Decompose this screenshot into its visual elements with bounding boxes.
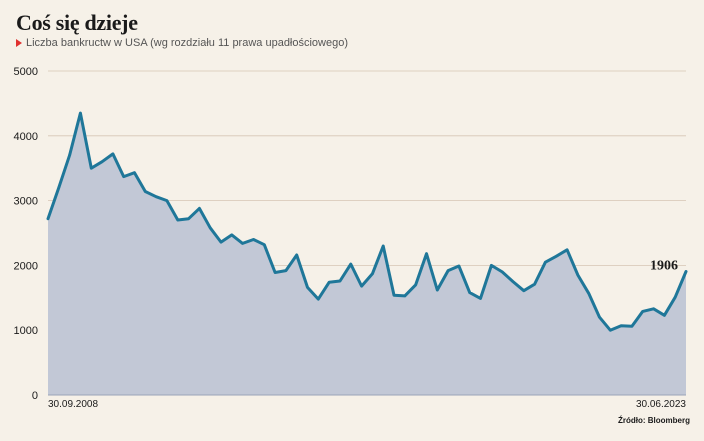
data-point: [630, 325, 634, 328]
data-point: [295, 253, 298, 257]
data-point: [165, 199, 169, 202]
data-point: [219, 240, 223, 244]
data-point: [576, 273, 580, 277]
data-point: [555, 255, 558, 258]
y-tick-label: 1000: [14, 325, 38, 337]
data-point: [457, 264, 461, 268]
data-point: [479, 297, 482, 300]
last-value-label: 1906: [650, 258, 678, 273]
y-tick-label: 0: [32, 390, 38, 402]
data-point: [252, 238, 255, 241]
data-point: [360, 284, 363, 288]
data-point: [154, 195, 158, 198]
data-point: [176, 218, 179, 222]
series-line: [46, 111, 688, 332]
y-tick-label: 3000: [14, 196, 38, 208]
data-point: [133, 171, 136, 174]
data-points: [46, 111, 688, 332]
data-point: [673, 295, 677, 299]
data-point: [392, 294, 396, 297]
series-area: [48, 113, 686, 395]
chart-title: Coś się dzieje: [16, 10, 138, 35]
data-point: [144, 190, 147, 193]
data-point: [490, 264, 493, 267]
triangle-marker-icon: [16, 39, 22, 47]
data-point: [382, 244, 385, 248]
data-point: [425, 252, 428, 255]
data-point: [522, 289, 525, 292]
data-point: [187, 217, 190, 220]
data-point: [436, 288, 439, 292]
data-point: [111, 152, 115, 156]
data-point: [663, 314, 666, 317]
data-point: [349, 262, 352, 266]
y-tick-label: 2000: [14, 260, 38, 272]
data-point: [641, 310, 644, 313]
data-point: [511, 280, 515, 283]
data-point: [122, 175, 125, 178]
data-point: [652, 307, 655, 311]
data-point: [57, 186, 61, 189]
data-point: [338, 279, 342, 283]
data-point: [90, 167, 93, 170]
x-tick-label-start: 30.09.2008: [48, 399, 98, 410]
data-point: [241, 242, 244, 245]
data-point: [317, 297, 320, 301]
data-point: [609, 329, 612, 332]
data-point: [587, 292, 590, 295]
data-point: [598, 316, 601, 319]
data-point: [306, 286, 309, 289]
data-point: [79, 111, 82, 115]
data-point: [371, 272, 374, 276]
data-point: [209, 226, 212, 230]
data-point: [46, 217, 50, 220]
data-point: [565, 248, 569, 252]
y-tick-label: 4000: [14, 131, 38, 143]
data-point: [403, 294, 407, 298]
data-point: [533, 282, 536, 286]
data-point: [544, 260, 547, 264]
data-point: [414, 283, 417, 287]
data-point: [284, 269, 288, 272]
chart-subtitle: Liczba bankructw w USA (wg rozdziału 11 …: [16, 37, 348, 49]
data-point: [230, 233, 234, 237]
y-axis-labels: 5000 4000 3000 2000 1000 0: [14, 66, 38, 402]
data-point: [100, 160, 104, 163]
data-point: [619, 324, 623, 327]
data-point: [500, 270, 504, 274]
subtitle-text: Liczba bankructw w USA (wg rozdziału 11 …: [26, 37, 349, 49]
data-point: [468, 291, 471, 294]
y-tick-label: 5000: [14, 66, 38, 78]
source-note: Źródło: Bloomberg: [618, 416, 690, 425]
data-point: [263, 243, 266, 246]
data-point: [273, 271, 277, 274]
data-point: [198, 207, 201, 210]
data-point: [684, 270, 688, 273]
data-point: [446, 269, 450, 272]
data-point: [327, 281, 331, 284]
x-tick-label-end: 30.06.2023: [636, 399, 686, 410]
data-point: [68, 154, 71, 157]
